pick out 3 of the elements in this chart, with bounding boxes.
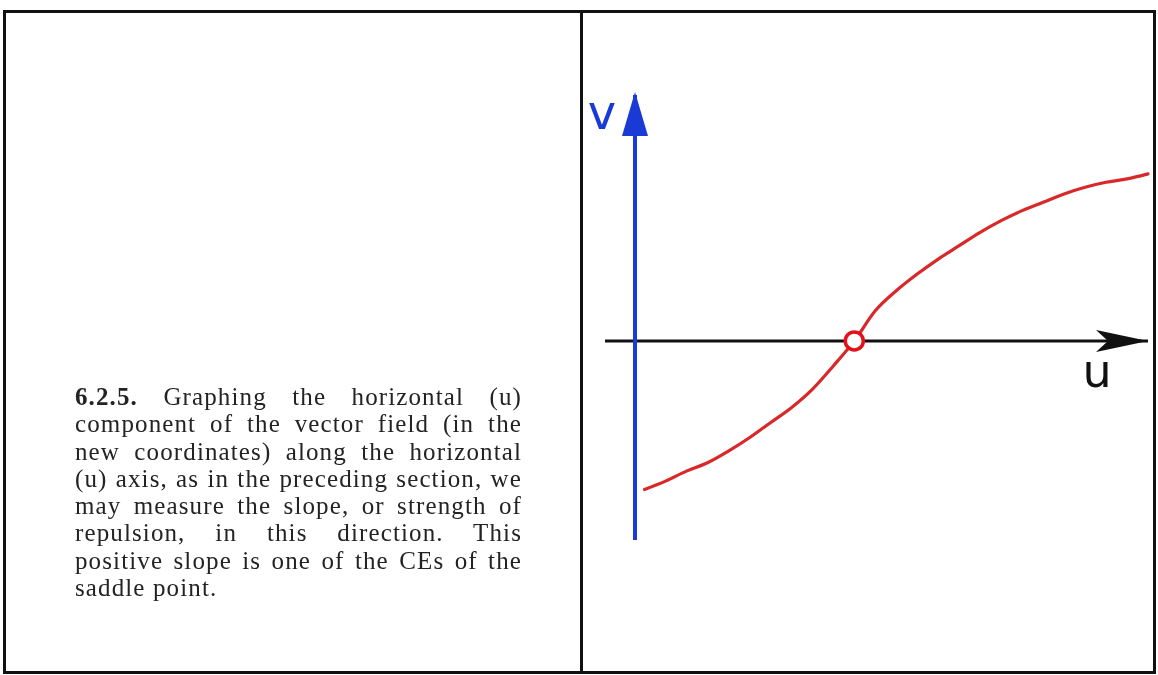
text: 6.2.5. Graphing the horizontal (u) component of the vector field (in the new coordinates) along the horizontal (u) axis, as in the preceding section, we may measure the slope, or strength of repulsion, in this direction. This positive slope is one of the CEs of the saddle point. <box>75 383 522 602</box>
y-axis-title: v <box>587 84 617 140</box>
x-axis-title: u <box>1082 343 1112 398</box>
